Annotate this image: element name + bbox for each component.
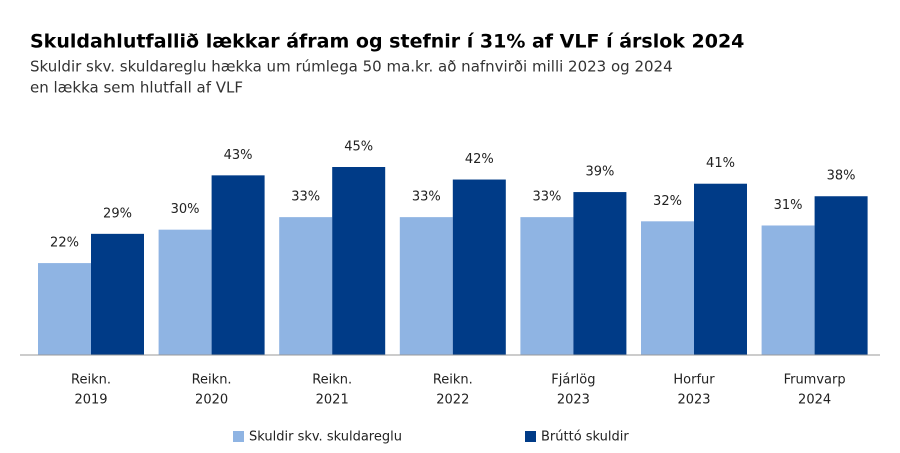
x-tick-label: 2024 bbox=[798, 393, 831, 408]
bar bbox=[332, 167, 386, 355]
bar bbox=[279, 217, 333, 355]
chart-title: Skuldahlutfallið lækkar áfram og stefnir… bbox=[30, 31, 744, 53]
x-tick-label: Fjárlög bbox=[551, 373, 595, 388]
bar bbox=[573, 192, 627, 355]
bar bbox=[814, 196, 868, 355]
data-label: 39% bbox=[585, 165, 614, 180]
x-tick-label: Reikn. bbox=[71, 373, 111, 388]
x-tick-label: 2022 bbox=[436, 393, 469, 408]
x-tick-label: Reikn. bbox=[433, 373, 473, 388]
bar bbox=[520, 217, 574, 355]
x-tick-label: 2021 bbox=[316, 393, 349, 408]
bar bbox=[158, 229, 212, 355]
legend-label: Brúttó skuldir bbox=[541, 430, 629, 445]
chart-subtitle: en lækka sem hlutfall af VLF bbox=[30, 79, 243, 97]
x-tick-label: Frumvarp bbox=[784, 373, 846, 388]
legend-swatch bbox=[233, 431, 244, 442]
x-tick-label: 2023 bbox=[557, 393, 590, 408]
bar bbox=[641, 221, 694, 355]
data-label: 41% bbox=[706, 156, 735, 171]
bar bbox=[211, 175, 265, 355]
data-label: 42% bbox=[465, 152, 494, 167]
data-label: 33% bbox=[412, 190, 441, 205]
x-tick-label: Horfur bbox=[673, 373, 715, 388]
data-label: 33% bbox=[532, 190, 561, 205]
bar bbox=[91, 233, 144, 355]
legend-swatch bbox=[525, 431, 536, 442]
data-label: 45% bbox=[344, 140, 373, 155]
data-label: 31% bbox=[774, 198, 803, 213]
x-tick-label: Reikn. bbox=[312, 373, 352, 388]
data-label: 43% bbox=[224, 148, 253, 163]
x-tick-label: 2020 bbox=[195, 393, 228, 408]
chart-subtitle: Skuldir skv. skuldareglu hækka um rúmleg… bbox=[30, 58, 673, 76]
bar bbox=[38, 263, 91, 355]
x-tick-label: Reikn. bbox=[192, 373, 232, 388]
bar bbox=[399, 217, 453, 355]
bar bbox=[694, 183, 747, 355]
data-label: 29% bbox=[103, 206, 132, 221]
legend-label: Skuldir skv. skuldareglu bbox=[249, 430, 402, 445]
bar bbox=[452, 179, 506, 355]
data-label: 38% bbox=[827, 169, 856, 184]
data-label: 32% bbox=[653, 194, 682, 209]
x-tick-label: 2019 bbox=[74, 393, 107, 408]
data-label: 30% bbox=[171, 202, 200, 217]
bar bbox=[761, 225, 815, 355]
data-label: 22% bbox=[50, 236, 79, 251]
data-label: 33% bbox=[291, 190, 320, 205]
x-tick-label: 2023 bbox=[677, 393, 710, 408]
